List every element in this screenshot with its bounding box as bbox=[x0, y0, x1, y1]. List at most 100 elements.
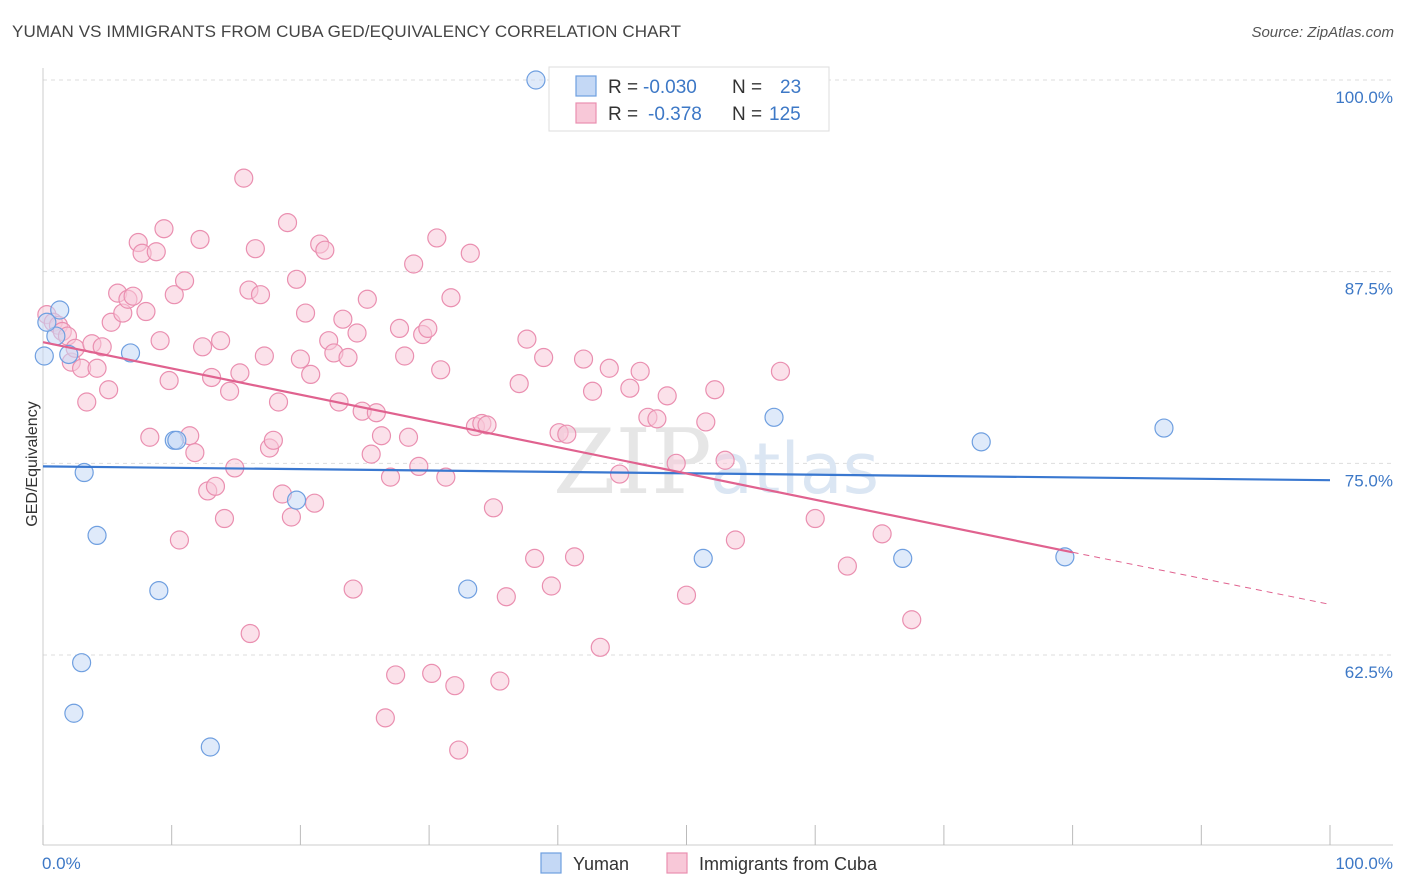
cuba-point bbox=[599, 358, 619, 378]
cuba-point bbox=[136, 301, 156, 322]
cuba-point bbox=[477, 415, 497, 435]
y-tick-label: 62.5% bbox=[1345, 663, 1393, 682]
cuba-point bbox=[872, 524, 892, 544]
cuba-point bbox=[609, 464, 630, 484]
y-tick-label: 87.5% bbox=[1345, 280, 1393, 299]
cuba-point bbox=[725, 530, 746, 550]
cuba-point bbox=[386, 665, 406, 685]
yuman-point bbox=[74, 462, 94, 483]
chart-title: YUMAN VS IMMIGRANTS FROM CUBA GED/EQUIVA… bbox=[12, 22, 682, 41]
legend-yuman-swatch bbox=[540, 852, 562, 874]
cuba-point bbox=[99, 380, 119, 400]
legend-cuba-label: Immigrants from Cuba bbox=[699, 854, 878, 874]
yuman-point bbox=[59, 344, 79, 365]
cuba-point bbox=[92, 337, 112, 357]
cuba-point bbox=[418, 318, 438, 338]
cuba-point bbox=[347, 323, 367, 343]
cuba-point bbox=[409, 456, 429, 476]
yuman-n-value: 23 bbox=[780, 77, 801, 98]
cuba-point bbox=[211, 331, 231, 351]
cuba-point bbox=[295, 303, 316, 323]
yuman-point bbox=[37, 312, 57, 332]
cuba-point bbox=[77, 392, 97, 412]
cuba-point bbox=[343, 579, 363, 599]
cuba-n-value: 125 bbox=[769, 104, 801, 125]
cuba-point bbox=[301, 364, 321, 384]
cuba-point bbox=[483, 498, 504, 518]
cuba-point bbox=[805, 508, 825, 529]
cuba-n-label: N = bbox=[732, 104, 762, 125]
cuba-point bbox=[290, 349, 310, 369]
cuba-point bbox=[220, 381, 240, 401]
yuman-point bbox=[200, 737, 220, 757]
cuba-point bbox=[431, 360, 451, 380]
cuba-point bbox=[150, 331, 170, 351]
cuba-point bbox=[395, 346, 415, 366]
cuba-r-label: R = bbox=[608, 104, 638, 125]
cuba-point bbox=[380, 467, 401, 487]
cuba-point bbox=[902, 610, 922, 630]
cuba-point bbox=[333, 309, 353, 329]
cuba-r-value: -0.378 bbox=[648, 104, 702, 125]
cuba-point bbox=[87, 358, 107, 378]
cuba-point bbox=[304, 493, 325, 513]
watermark-atlas: atlas bbox=[710, 428, 879, 510]
stats-legend: R = -0.030 N = 23 R = -0.378 N = 125 bbox=[548, 66, 830, 132]
cuba-point bbox=[234, 168, 254, 188]
legend-yuman-label: Yuman bbox=[573, 854, 629, 874]
cuba-point bbox=[361, 444, 381, 464]
y-tick-labels: 62.5% 75.0% 87.5% 100.0% bbox=[1335, 88, 1393, 682]
cuba-point bbox=[338, 347, 358, 368]
yuman-point bbox=[286, 490, 307, 510]
y-tick-label: 75.0% bbox=[1345, 471, 1393, 490]
cuba-point bbox=[169, 530, 190, 550]
yuman-point bbox=[167, 430, 187, 450]
cuba-point bbox=[263, 430, 283, 450]
cuba-point bbox=[404, 254, 424, 274]
cuba-point bbox=[427, 228, 447, 248]
cuba-point bbox=[140, 427, 160, 447]
cuba-point bbox=[250, 285, 271, 305]
cuba-point bbox=[422, 663, 442, 684]
cuba-point bbox=[460, 243, 480, 263]
cuba-point bbox=[185, 443, 205, 463]
cuba-point bbox=[509, 374, 529, 394]
cuba-point bbox=[205, 476, 226, 496]
yuman-legend-swatch bbox=[575, 75, 597, 97]
cuba-point bbox=[146, 242, 166, 262]
yuman-point bbox=[34, 346, 54, 366]
cuba-point bbox=[590, 637, 610, 657]
cuba-point bbox=[525, 548, 545, 569]
cuba-point bbox=[657, 386, 677, 406]
cuba-point bbox=[268, 392, 289, 412]
cuba-point bbox=[441, 288, 461, 308]
yuman-point bbox=[1154, 418, 1174, 438]
cuba-point bbox=[705, 380, 725, 400]
cuba-point bbox=[389, 318, 410, 338]
cuba-point bbox=[366, 403, 386, 423]
yuman-point bbox=[693, 548, 713, 569]
cuba-point bbox=[676, 585, 697, 605]
cuba-point bbox=[277, 213, 298, 233]
legend-cuba-swatch bbox=[666, 852, 688, 874]
cuba-point bbox=[630, 361, 650, 381]
cuba-point bbox=[449, 740, 469, 760]
cuba-point bbox=[245, 239, 265, 259]
cuba-point bbox=[190, 229, 210, 250]
cuba-trend-line bbox=[42, 341, 1073, 554]
cuba-point bbox=[647, 409, 667, 429]
x-tick-labels: 0.0% 100.0% bbox=[42, 854, 1393, 873]
yuman-r-label: R = bbox=[608, 77, 638, 98]
yuman-point bbox=[64, 703, 84, 723]
trend-lines bbox=[42, 341, 1331, 605]
cuba-point bbox=[164, 285, 184, 305]
cuba-point bbox=[123, 286, 143, 306]
cuba-point bbox=[192, 337, 213, 357]
cuba-point bbox=[230, 363, 250, 383]
source-credit: Source: ZipAtlas.com bbox=[1251, 24, 1394, 41]
cuba-point bbox=[496, 587, 516, 607]
cuba-point bbox=[159, 370, 179, 391]
cuba-point bbox=[174, 271, 195, 291]
cuba-point bbox=[517, 329, 537, 349]
